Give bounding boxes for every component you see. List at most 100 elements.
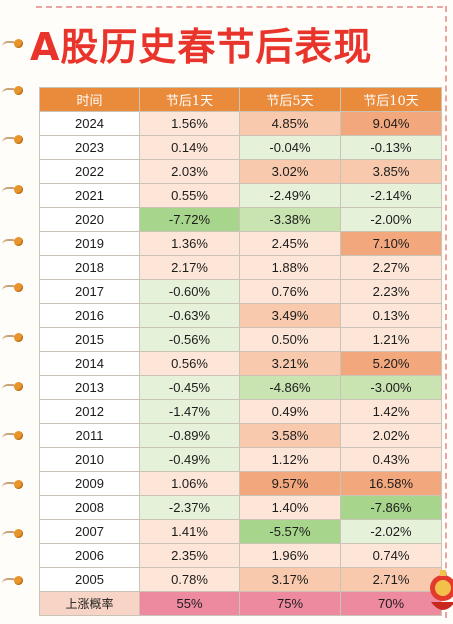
day5-cell: 1.96% [239,543,341,568]
page-title: A股历史春节后表现 [30,25,373,69]
day10-cell: 2.02% [340,423,442,448]
summary-day10: 70% [340,591,442,616]
day1-cell: 0.56% [139,351,240,376]
day5-cell: 3.17% [239,567,341,592]
day10-cell: 9.04% [340,111,442,136]
day5-cell: 4.85% [239,111,341,136]
table-row: 2022 2.03% 3.02% 3.85% [39,159,442,184]
year-cell: 2014 [39,351,140,376]
day1-cell: 0.55% [139,183,240,208]
table-row: 2016 -0.63% 3.49% 0.13% [39,303,442,328]
day5-cell: 9.57% [239,471,341,496]
day10-cell: 2.27% [340,255,442,280]
day5-cell: 0.49% [239,399,341,424]
day1-cell: 0.78% [139,567,240,592]
table-row: 2019 1.36% 2.45% 7.10% [39,231,442,256]
table-row: 2008 -2.37% 1.40% -7.86% [39,495,442,520]
day1-cell: 1.56% [139,111,240,136]
day1-cell: -0.49% [139,447,240,472]
day5-cell: -2.49% [239,183,341,208]
binder-ring-icon [2,38,24,50]
summary-row: 上涨概率 55% 75% 70% [39,591,442,616]
year-cell: 2017 [39,279,140,304]
day10-cell: -7.86% [340,495,442,520]
day10-cell: 3.85% [340,159,442,184]
table-row: 2021 0.55% -2.49% -2.14% [39,183,442,208]
day10-cell: 16.58% [340,471,442,496]
year-cell: 2005 [39,567,140,592]
day1-cell: -0.63% [139,303,240,328]
day1-cell: 2.03% [139,159,240,184]
dashed-border-top [36,6,443,8]
day5-cell: -4.86% [239,375,341,400]
header-day10: 节后10天 [340,87,442,112]
table-row: 2010 -0.49% 1.12% 0.43% [39,447,442,472]
day10-cell: 1.21% [340,327,442,352]
year-cell: 2012 [39,399,140,424]
day5-cell: 1.12% [239,447,341,472]
year-cell: 2023 [39,135,140,160]
binder-rings [0,0,32,624]
day10-cell: -0.13% [340,135,442,160]
day5-cell: -5.57% [239,519,341,544]
table-row: 2013 -0.45% -4.86% -3.00% [39,375,442,400]
day10-cell: 5.20% [340,351,442,376]
table-row: 2005 0.78% 3.17% 2.71% [39,567,442,592]
table-row: 2014 0.56% 3.21% 5.20% [39,351,442,376]
summary-label: 上涨概率 [39,591,140,616]
header-day5: 节后5天 [239,87,341,112]
day1-cell: -1.47% [139,399,240,424]
day1-cell: -7.72% [139,207,240,232]
dashed-border-right [445,6,447,618]
table-row: 2012 -1.47% 0.49% 1.42% [39,399,442,424]
table-header-row: 时间 节后1天 节后5天 节后10天 [39,87,442,112]
table-row: 2015 -0.56% 0.50% 1.21% [39,327,442,352]
table-row: 2023 0.14% -0.04% -0.13% [39,135,442,160]
day5-cell: 0.50% [239,327,341,352]
year-cell: 2016 [39,303,140,328]
binder-ring-icon [2,236,24,248]
year-cell: 2018 [39,255,140,280]
summary-day5: 75% [239,591,341,616]
table-row: 2011 -0.89% 3.58% 2.02% [39,423,442,448]
binder-ring-icon [2,282,24,294]
day1-cell: -0.45% [139,375,240,400]
header-day1: 节后1天 [139,87,240,112]
binder-ring-icon [2,134,24,146]
day1-cell: -0.89% [139,423,240,448]
day5-cell: 3.02% [239,159,341,184]
day5-cell: 3.21% [239,351,341,376]
day1-cell: -2.37% [139,495,240,520]
table-row: 2006 2.35% 1.96% 0.74% [39,543,442,568]
day10-cell: 7.10% [340,231,442,256]
binder-ring-icon [2,332,24,344]
day10-cell: -3.00% [340,375,442,400]
table-row: 2009 1.06% 9.57% 16.58% [39,471,442,496]
day5-cell: 3.49% [239,303,341,328]
binder-ring-icon [2,479,24,491]
day1-cell: 1.06% [139,471,240,496]
table-row: 2018 2.17% 1.88% 2.27% [39,255,442,280]
year-cell: 2024 [39,111,140,136]
day10-cell: -2.00% [340,207,442,232]
day5-cell: -3.38% [239,207,341,232]
year-cell: 2010 [39,447,140,472]
binder-ring-icon [2,381,24,393]
day5-cell: -0.04% [239,135,341,160]
day5-cell: 1.40% [239,495,341,520]
day5-cell: 1.88% [239,255,341,280]
year-cell: 2007 [39,519,140,544]
table-row: 2024 1.56% 4.85% 9.04% [39,111,442,136]
binder-ring-icon [2,430,24,442]
day10-cell: -2.02% [340,519,442,544]
returns-table: 时间 节后1天 节后5天 节后10天 2024 1.56% 4.85% 9.04% 20… [39,87,442,616]
day1-cell: 2.17% [139,255,240,280]
binder-ring-icon [2,575,24,587]
summary-day1: 55% [139,591,240,616]
day10-cell: 2.23% [340,279,442,304]
day10-cell: 0.74% [340,543,442,568]
binder-ring-icon [2,528,24,540]
binder-ring-icon [2,184,24,196]
day5-cell: 0.76% [239,279,341,304]
